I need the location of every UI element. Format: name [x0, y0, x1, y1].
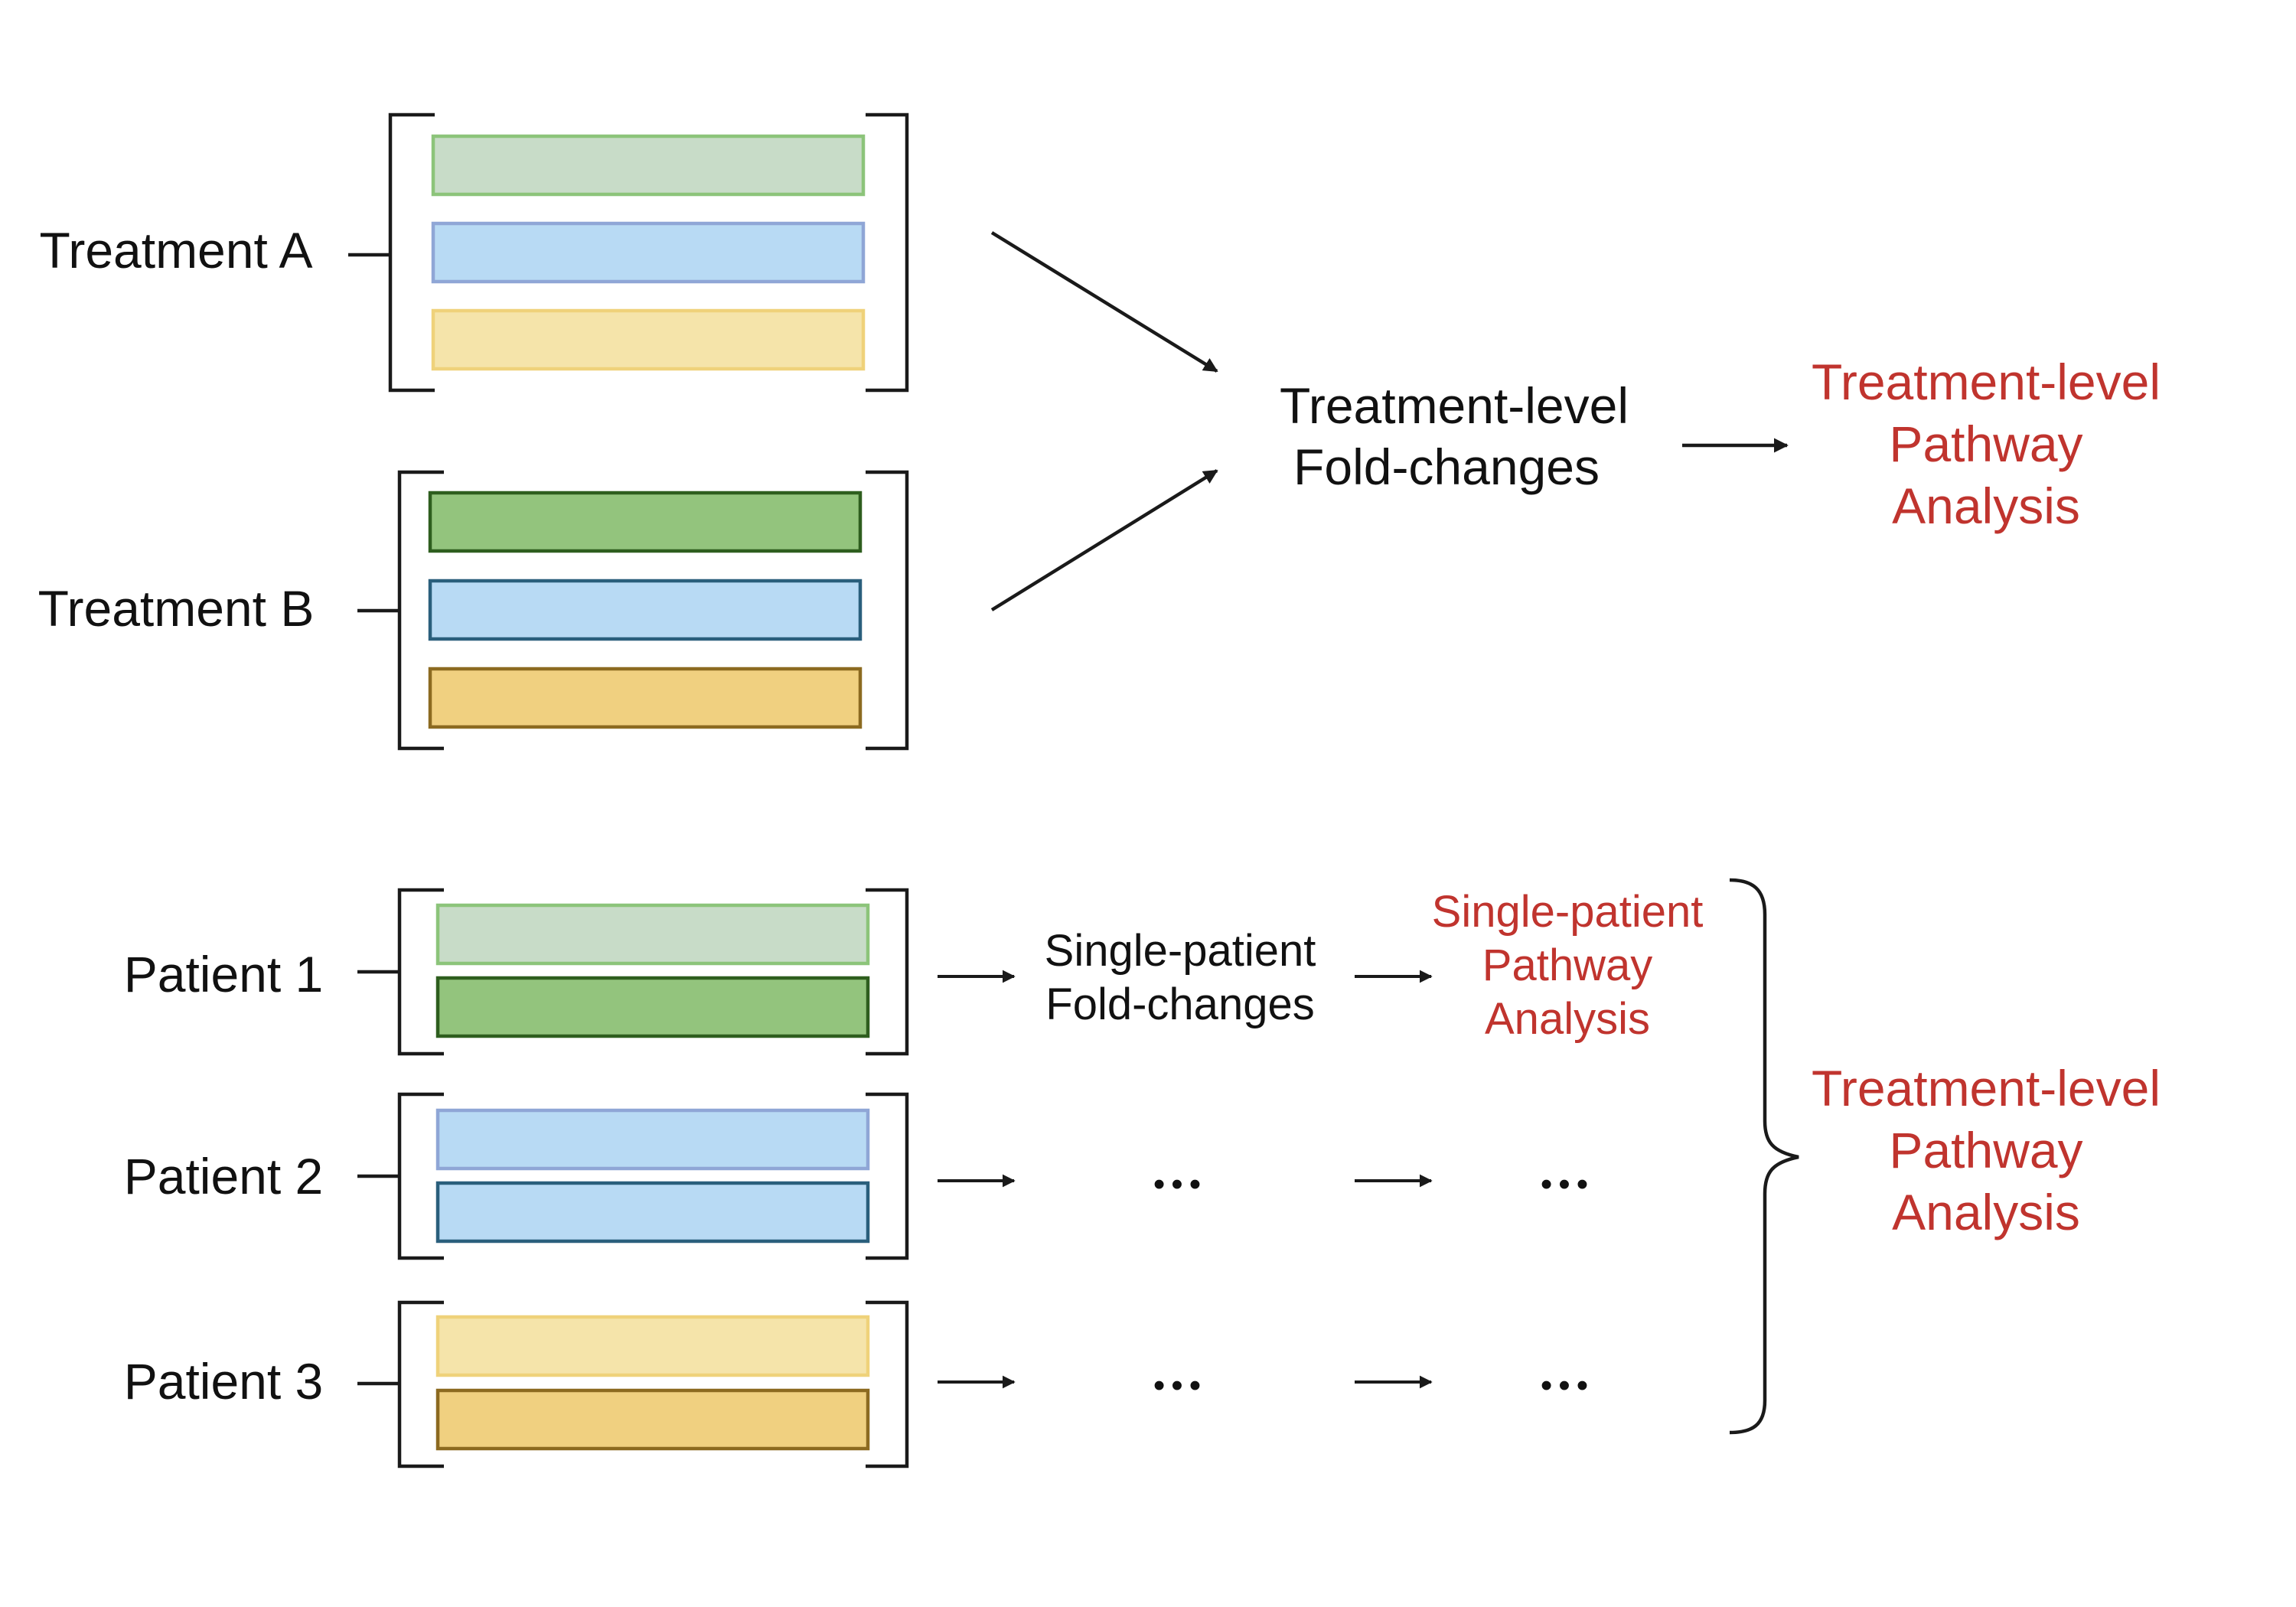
curly-brace — [1729, 878, 1799, 1435]
treatment-b-left-bracket — [397, 470, 444, 751]
single-pathway-line2: Pathway — [1482, 940, 1652, 990]
patient-3-left-bracket — [397, 1300, 444, 1468]
arrow-b-to-foldchange — [990, 469, 1218, 611]
arrow-a-to-foldchange — [990, 231, 1218, 373]
treatment-b-sample-1 — [428, 491, 863, 553]
treatment-pathway-line3: Analysis — [1892, 478, 2080, 534]
patient-3-label: Patient 3 — [124, 1353, 324, 1410]
patient-3-pathway-ellipsis: ••• — [1541, 1367, 1594, 1404]
patient-2-label: Patient 2 — [124, 1148, 324, 1204]
patient-1-sample-b — [435, 976, 870, 1038]
single-pathway-line1: Single-patient — [1432, 887, 1704, 937]
treatment-pathway-line1: Treatment-level — [1812, 354, 2161, 410]
treatment-pathway-line2: Pathway — [1889, 416, 2082, 472]
patient-1-sample-a — [435, 903, 870, 966]
treatment-a-label: Treatment A — [39, 222, 312, 279]
patient-2-sample-b — [435, 1181, 870, 1244]
treatment-b-label: Treatment B — [38, 580, 315, 637]
treatment-a-sample-1 — [431, 134, 866, 197]
patient-2-foldchange-ellipsis: ••• — [1153, 1165, 1207, 1203]
patient-1-right-bracket — [866, 888, 909, 1056]
patient-2-right-bracket — [866, 1092, 909, 1260]
summary-pathway-line3: Analysis — [1892, 1184, 2080, 1240]
treatment-b-sample-2 — [428, 579, 863, 641]
patient-3-right-bracket — [866, 1300, 909, 1468]
treatment-foldchange-line1: Treatment-level — [1280, 377, 1629, 434]
patient-2-sample-a — [435, 1108, 870, 1171]
single-foldchange-line2: Fold-changes — [1045, 980, 1314, 1029]
treatment-a-sample-3 — [431, 308, 866, 371]
patient-3-sample-b — [435, 1388, 870, 1451]
summary-pathway-line2: Pathway — [1889, 1122, 2082, 1178]
single-foldchange-line1: Single-patient — [1045, 926, 1316, 976]
treatment-b-sample-3 — [428, 667, 863, 729]
treatment-a-sample-2 — [431, 221, 866, 284]
patient-2-pathway-ellipsis: ••• — [1541, 1165, 1594, 1203]
treatment-a-left-bracket — [388, 112, 435, 393]
treatment-foldchange-line2: Fold-changes — [1293, 438, 1600, 495]
treatment-b-right-bracket — [866, 470, 909, 751]
summary-pathway-line1: Treatment-level — [1812, 1060, 2161, 1116]
patient-1-left-bracket — [397, 888, 444, 1056]
patient-1-label: Patient 1 — [124, 946, 324, 1002]
patient-2-left-bracket — [397, 1092, 444, 1260]
treatment-a-right-bracket — [866, 112, 909, 393]
patient-3-foldchange-ellipsis: ••• — [1153, 1367, 1207, 1404]
patient-3-sample-a — [435, 1315, 870, 1377]
single-pathway-line3: Analysis — [1485, 994, 1650, 1044]
